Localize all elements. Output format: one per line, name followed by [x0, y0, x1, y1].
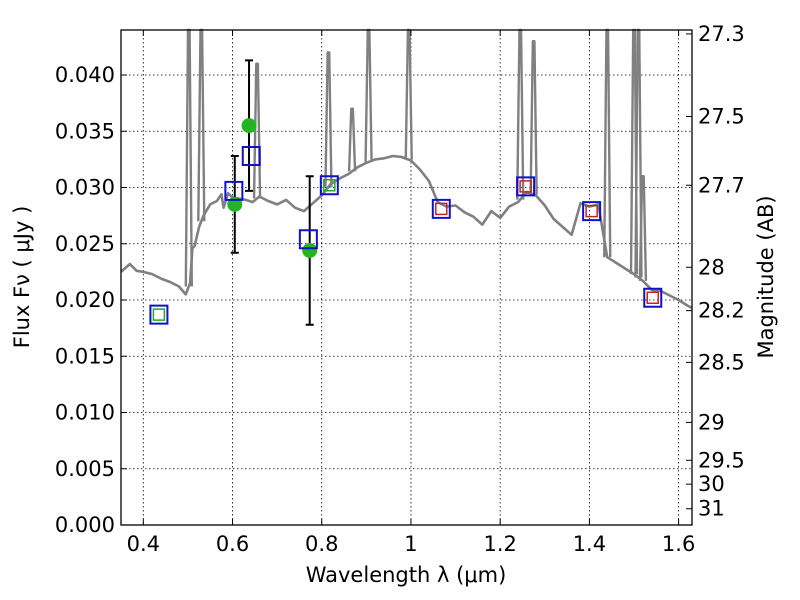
emission-line-peak	[516, 28, 525, 200]
right-tick-label: 28.5	[698, 350, 745, 374]
photometry-square-marker	[319, 175, 339, 196]
series-layer	[120, 28, 693, 326]
y-tick-label: 0.020	[55, 288, 115, 312]
x-tick-label: 1.4	[573, 532, 606, 556]
y-tick-label: 0.000	[55, 513, 115, 537]
ticks: 0.4 0.6 0.8 1 1.2 1.4 1.6 0.000 0.005 0.010 0.015 0…	[55, 22, 745, 556]
right-tick-label: 29	[698, 410, 725, 434]
filter-square-marker	[152, 308, 166, 321]
filter-square-marker	[646, 291, 659, 304]
photometry-square-marker	[241, 146, 261, 166]
filter-square-marker	[519, 180, 532, 193]
emission-line-peak	[364, 28, 373, 162]
emission-line-peak	[404, 28, 413, 160]
x-tick-label: 0.4	[127, 532, 160, 556]
y-tick-label: 0.015	[55, 344, 115, 368]
model-spectrum-line	[120, 154, 693, 310]
photometry-square-marker	[431, 198, 451, 219]
x-tick-label: 0.6	[216, 532, 249, 556]
photometry-square-marker	[298, 229, 318, 250]
right-tick-label: 27.5	[698, 105, 745, 129]
emission-line-peak	[638, 175, 648, 281]
right-tick-label: 31	[698, 497, 725, 521]
right-tick-label: 27.3	[698, 22, 745, 46]
y-axis-label: Flux Fν ( μJy )	[10, 206, 34, 349]
photometry-square-marker	[516, 176, 536, 197]
emission-line-peak	[347, 107, 357, 172]
x-tick-label: 1	[404, 532, 417, 556]
y-tick-label: 0.030	[55, 176, 115, 200]
photometry-square-marker	[149, 304, 169, 325]
right-tick-label: 29.5	[698, 448, 745, 472]
x-tick-label: 1.2	[483, 532, 516, 556]
right-tick-label: 28.2	[698, 299, 745, 323]
y-tick-label: 0.010	[55, 401, 115, 425]
right-tick-label: 30	[698, 472, 725, 496]
emission-line-peak	[197, 28, 206, 222]
x-axis-label: Wavelength λ (μm)	[306, 563, 507, 587]
observed-flux-point	[241, 118, 257, 134]
y-tick-label: 0.005	[55, 457, 115, 481]
filter-square-marker	[435, 202, 448, 216]
emission-line-peak	[529, 40, 538, 195]
photometry-square-marker	[643, 287, 663, 308]
y-tick-label: 0.040	[55, 63, 115, 87]
emission-line-peak	[252, 62, 262, 199]
photometry-square-marker	[582, 201, 602, 222]
emission-line-peak	[184, 28, 194, 287]
right-tick-label: 27.7	[698, 173, 745, 197]
x-tick-label: 1.6	[662, 532, 695, 556]
filter-square-marker	[585, 204, 598, 218]
plot-frame	[120, 29, 693, 526]
y-tick-label: 0.025	[55, 232, 115, 256]
y-tick-label: 0.035	[55, 119, 115, 143]
right-axis-label: Magnitude (AB)	[754, 195, 778, 358]
emission-line-peak	[324, 51, 333, 187]
right-tick-label: 28	[698, 255, 725, 279]
photometry-square-marker	[224, 180, 244, 201]
emission-line-peak	[603, 28, 612, 258]
x-tick-label: 0.8	[305, 532, 338, 556]
observed-flux-point	[302, 243, 318, 258]
filter-square-marker	[323, 179, 336, 192]
